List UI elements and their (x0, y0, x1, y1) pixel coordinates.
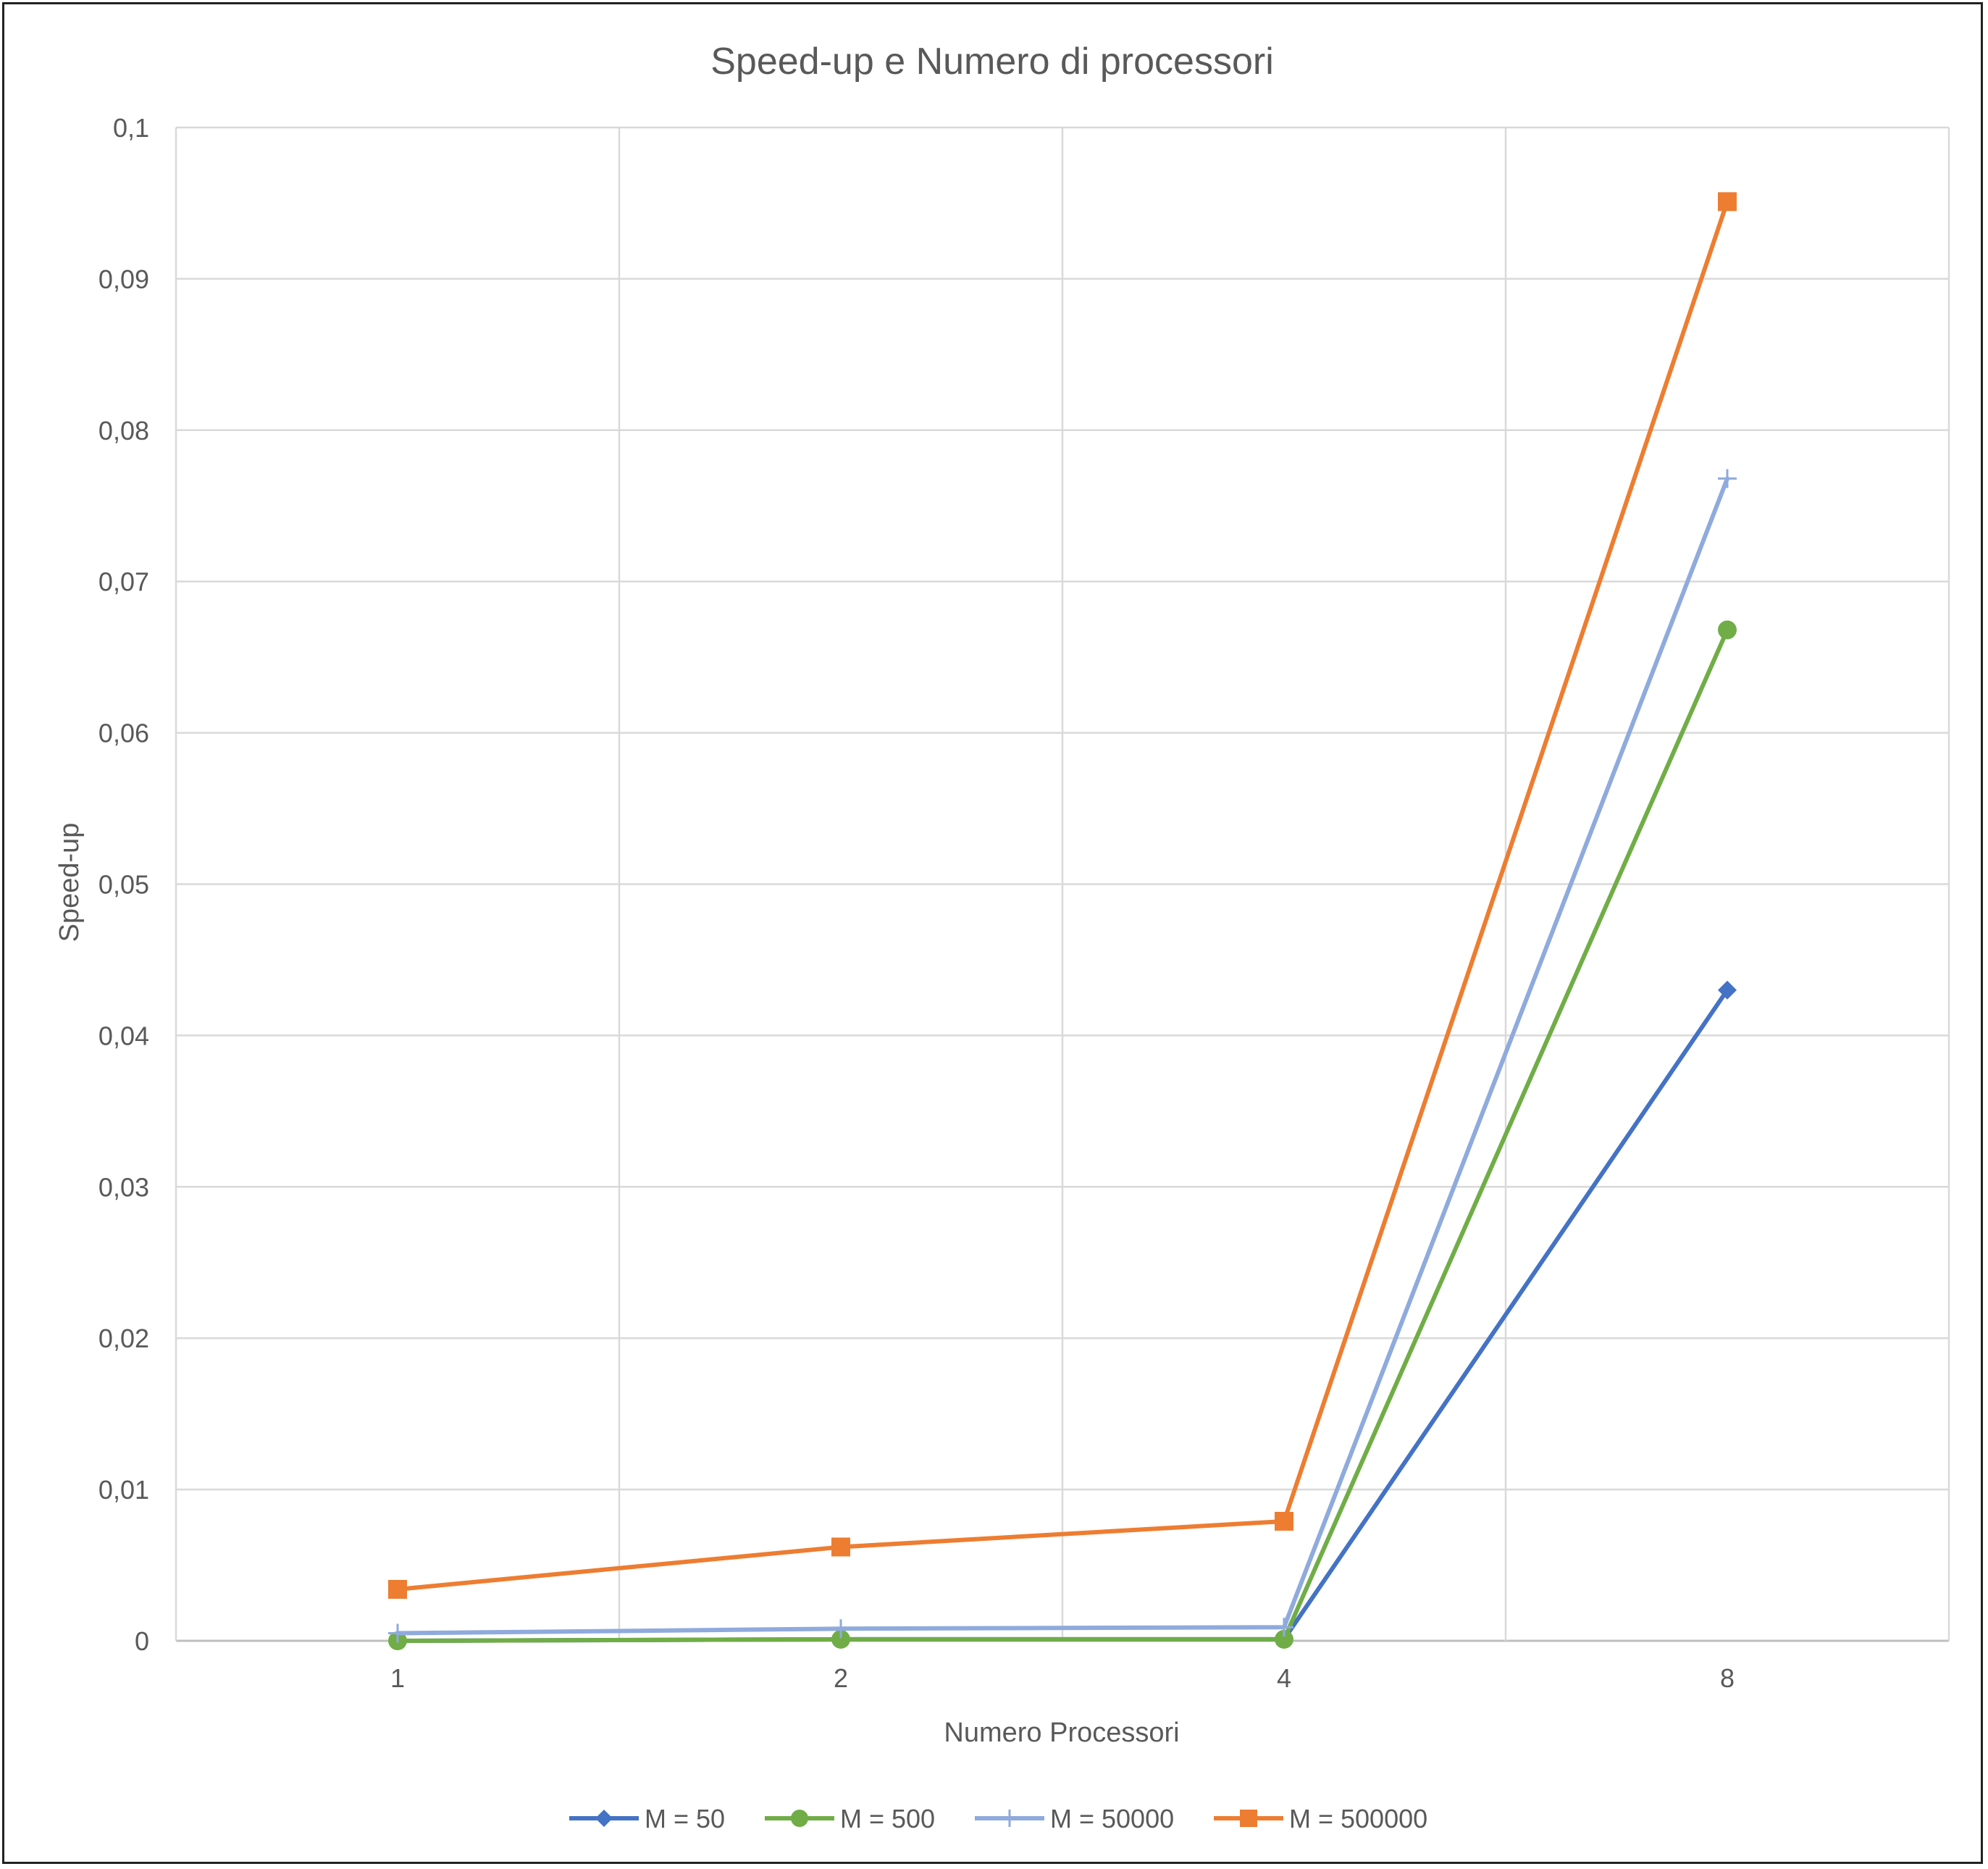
x-tick-label: 4 (1277, 1663, 1291, 1693)
series-m-500 (388, 620, 1737, 1650)
legend-item: M = 500 (765, 1804, 935, 1834)
y-axis-label: Speed-up (54, 823, 85, 942)
y-axis-ticks: 0 0,01 0,02 0,03 0,04 0,05 0,06 0,07 0,08 0,09 0,1 (98, 113, 149, 1656)
legend-label: M = 500000 (1289, 1804, 1427, 1834)
series-lines (388, 192, 1737, 1650)
legend-item: M = 50 (569, 1804, 725, 1834)
y-tick-label: 0,07 (98, 567, 149, 597)
y-tick-label: 0,04 (98, 1021, 149, 1050)
series-line (395, 476, 1729, 1636)
data-point-square (831, 1537, 850, 1557)
y-tick-label: 0,05 (98, 870, 149, 900)
series-m-500000 (388, 192, 1737, 1599)
y-tick-label: 0 (135, 1626, 149, 1656)
data-point-square (1275, 1511, 1293, 1531)
chart-title: Speed-up e Numero di processori (710, 41, 1274, 83)
y-tick-label: 0,08 (98, 416, 149, 446)
data-point-plus (1001, 1810, 1018, 1827)
y-tick-label: 0,02 (98, 1324, 149, 1353)
data-point-plus (388, 1623, 407, 1643)
series-line (395, 199, 1729, 1592)
data-point-square (1718, 192, 1737, 212)
data-point-square (1240, 1810, 1257, 1827)
data-point-square (388, 1579, 407, 1599)
data-point-circle (791, 1810, 808, 1827)
y-tick-label: 0,1 (113, 113, 149, 143)
series-line (395, 627, 1729, 1643)
legend-label: M = 50000 (1050, 1804, 1174, 1834)
data-point-plus (1275, 1618, 1293, 1637)
data-point-plus (1718, 469, 1737, 488)
data-point-diamond (595, 1810, 613, 1827)
legend-label: M = 500 (840, 1804, 935, 1834)
data-point-circle (1718, 620, 1737, 640)
data-point-diamond (1718, 980, 1737, 1000)
x-tick-label: 8 (1720, 1663, 1735, 1693)
data-point-plus (831, 1619, 850, 1639)
line-chart: Speed-up e Numero di processori 0 0,01 0,0… (54, 41, 1950, 1834)
y-tick-label: 0,06 (98, 719, 149, 748)
y-tick-label: 0,01 (98, 1475, 149, 1505)
gridlines (175, 126, 1950, 1642)
x-axis-label: Numero Processori (944, 1718, 1179, 1748)
legend-item: M = 500000 (1214, 1804, 1427, 1834)
y-tick-label: 0,09 (98, 264, 149, 294)
legend-item: M = 50000 (975, 1804, 1174, 1834)
legend-label: M = 50 (645, 1804, 725, 1834)
y-tick-label: 0,03 (98, 1172, 149, 1202)
x-tick-label: 2 (834, 1663, 848, 1693)
x-axis-ticks: 1 2 4 8 (390, 1663, 1735, 1693)
series-m-50000 (388, 469, 1737, 1643)
data-point-circle (831, 1629, 850, 1649)
data-point-circle (1275, 1629, 1293, 1649)
x-tick-label: 1 (390, 1663, 405, 1693)
legend: M = 50 M = 500 M = 50000 M = 500000 (569, 1804, 1427, 1834)
